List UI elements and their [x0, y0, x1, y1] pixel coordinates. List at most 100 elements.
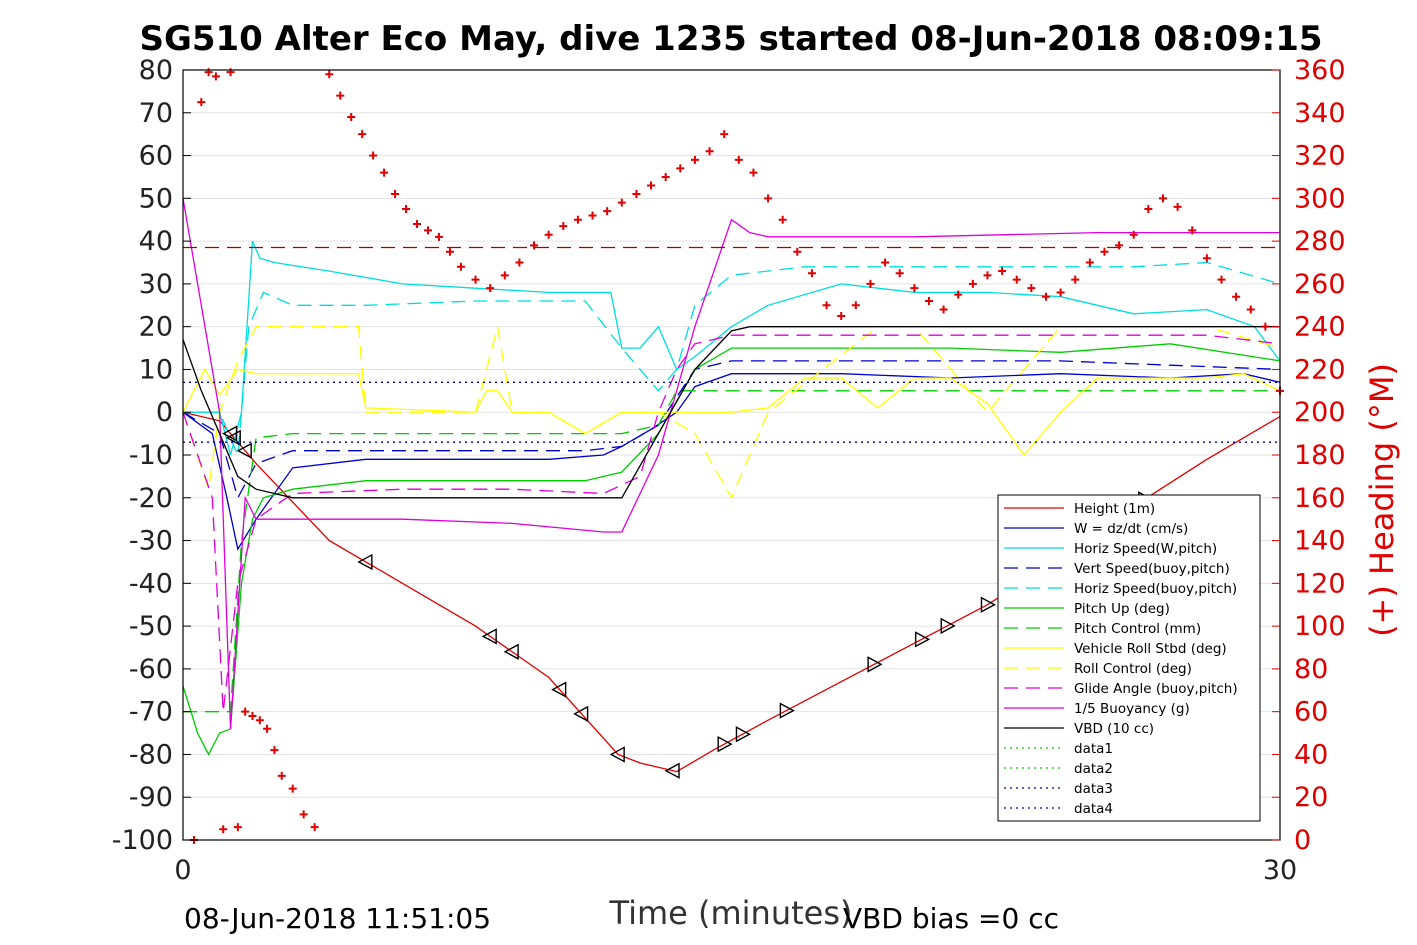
x-tick-label: 0 [174, 855, 191, 886]
depth-marker [503, 643, 519, 660]
legend-label: data3 [1074, 781, 1113, 797]
heading-point [233, 823, 242, 832]
heading-point [369, 151, 378, 160]
y2-tick-label: 260 [1294, 269, 1346, 300]
heading-point [1041, 292, 1050, 301]
heading-point [778, 215, 787, 224]
y2-tick-label: 220 [1294, 354, 1346, 385]
legend-label: Pitch Up (deg) [1074, 601, 1170, 617]
heading-point [248, 711, 257, 720]
heading-point [1188, 226, 1197, 235]
heading-point [1158, 194, 1167, 203]
heading-point [500, 271, 509, 280]
heading-point [380, 168, 389, 177]
heading-point [764, 194, 773, 203]
heading-point [573, 215, 582, 224]
heading-point [263, 724, 272, 733]
depth-marker [225, 429, 241, 447]
heading-point [910, 284, 919, 293]
heading-point [603, 207, 612, 216]
heading-point [1012, 275, 1021, 284]
legend-label: Horiz Speed(buoy,pitch) [1074, 581, 1237, 597]
heading-point [471, 275, 480, 284]
y-tick-label: 20 [139, 312, 173, 343]
chart-title: SG510 Alter Eco May, dive 1235 started 0… [139, 19, 1322, 59]
right-axis-ticks: 3603403203002802602402202001801601401201… [1272, 55, 1346, 856]
y-tick-label: 0 [156, 397, 173, 428]
series-line [182, 326, 1280, 499]
y2-tick-label: 80 [1294, 654, 1328, 685]
y-tick-label: 70 [139, 98, 173, 129]
heading-point [588, 211, 597, 220]
heading-point [358, 130, 367, 139]
depth-marker [481, 628, 497, 645]
y-tick-label: -20 [129, 483, 173, 514]
y-tick-label: 50 [139, 183, 173, 214]
series-line [182, 360, 1281, 500]
y2-tick-label: 200 [1294, 397, 1346, 428]
legend-label: Pitch Control (mm) [1074, 621, 1201, 637]
heading-point [413, 220, 422, 228]
y2-tick-label: 20 [1294, 782, 1328, 813]
heading-point [310, 823, 319, 832]
y2-tick-label: 280 [1294, 226, 1346, 257]
heading-point [983, 271, 992, 280]
depth-marker [867, 656, 883, 673]
depth-marker [717, 736, 733, 753]
heading-point [998, 267, 1007, 276]
heading-point [1232, 292, 1241, 301]
legend-label: VBD (10 cc) [1074, 721, 1154, 737]
heading-point [1100, 247, 1109, 256]
y-tick-label: 60 [139, 141, 173, 172]
heading-point [822, 301, 831, 310]
series-line [182, 343, 1281, 756]
y-tick-label: -60 [129, 654, 173, 685]
heading-point [515, 258, 524, 267]
heading-point [1261, 322, 1270, 331]
heading-point [325, 70, 334, 79]
heading-point [544, 230, 553, 239]
y2-tick-label: 180 [1294, 440, 1346, 471]
y-tick-label: -30 [129, 526, 173, 557]
heading-point [1144, 205, 1153, 214]
y2-tick-label: 160 [1294, 483, 1346, 514]
heading-point [241, 707, 250, 716]
x-tick-label: 30 [1263, 855, 1297, 886]
heading-point [219, 825, 228, 834]
heading-point [434, 232, 443, 241]
left-axis-ticks: 80 70 60 50 40 30 20 10 0 -10 -20 -30 -40 -50 -60 -70 -8… [112, 55, 191, 856]
footer-timestamp: 08-Jun-2018 11:51:05 [184, 902, 491, 935]
x-axis-ticks: 0 30 [174, 855, 1297, 886]
y2-tick-label: 360 [1294, 55, 1346, 86]
heading-point [1173, 202, 1182, 211]
y-tick-label: 80 [139, 55, 173, 86]
right-axis-label: (+) Heading (°M) [1363, 363, 1401, 637]
y2-tick-label: 140 [1294, 526, 1346, 557]
heading-point [661, 172, 670, 181]
legend-label: Height (1m) [1074, 501, 1155, 517]
legend-label: Vehicle Roll Stbd (deg) [1074, 641, 1227, 657]
heading-point [690, 155, 699, 164]
heading-point [445, 247, 454, 256]
y-tick-label: 30 [139, 269, 173, 300]
heading-point [954, 290, 963, 299]
x-axis-label: Time (minutes) [609, 894, 853, 932]
legend-label: data4 [1074, 801, 1113, 817]
heading-point [734, 155, 743, 164]
heading-point [391, 190, 400, 199]
heading-point [1027, 284, 1036, 293]
legend-label: Horiz Speed(W,pitch) [1074, 541, 1217, 557]
depth-marker [236, 442, 252, 459]
depth-marker [980, 596, 996, 613]
series-line [183, 390, 1280, 713]
series-line [182, 198, 1280, 729]
legend-label: Vert Speed(buoy,pitch) [1074, 561, 1230, 577]
depth-marker [914, 631, 931, 648]
heading-point [793, 247, 802, 256]
y-tick-label: 40 [139, 226, 173, 257]
heading-point [336, 91, 345, 100]
heading-point [423, 226, 432, 235]
depth-marker [735, 726, 751, 743]
heading-point [705, 147, 714, 156]
heading-point [277, 771, 286, 780]
